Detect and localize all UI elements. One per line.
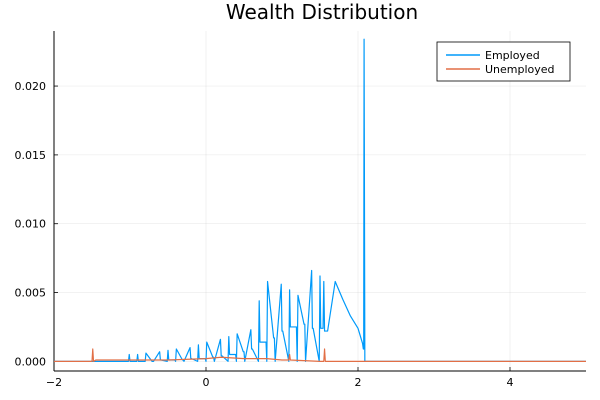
y-tick-label: 0.015 <box>15 149 47 162</box>
legend-label-employed: Employed <box>485 49 540 62</box>
axes-layer: −2 0 2 4 0.000 0.005 0.010 0.015 0.020 <box>15 31 586 389</box>
y-tick-label: 0.005 <box>15 287 47 300</box>
y-tick-label: 0.000 <box>15 355 47 368</box>
chart-title: Wealth Distribution <box>226 0 418 24</box>
x-tick-label: 2 <box>355 376 362 389</box>
y-tick-label: 0.020 <box>15 80 47 93</box>
x-tick-label: 4 <box>507 376 514 389</box>
series-line-unemployed <box>54 348 586 362</box>
x-tick-label: −2 <box>46 376 62 389</box>
series-line-employed <box>54 38 586 362</box>
legend: Employed Unemployed <box>436 41 571 82</box>
x-tick-label: 0 <box>203 376 210 389</box>
y-tick-label: 0.010 <box>15 218 47 231</box>
legend-box <box>436 41 571 82</box>
legend-label-unemployed: Unemployed <box>485 63 555 76</box>
series-layer <box>54 38 586 362</box>
